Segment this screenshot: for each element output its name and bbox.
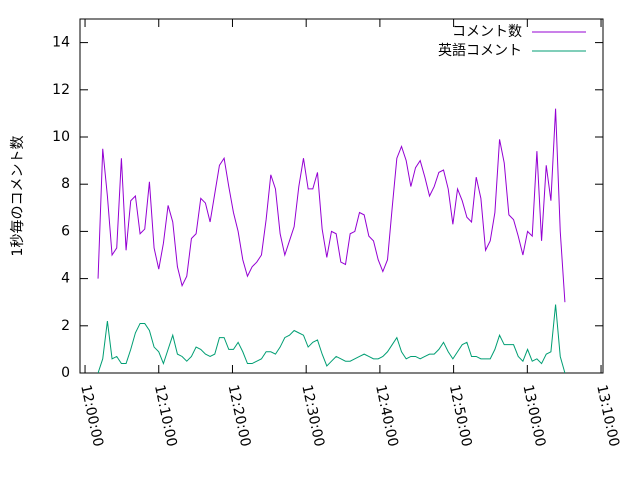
y-tick-label: 12 <box>52 82 70 98</box>
series-line <box>97 304 566 374</box>
y-tick-label: 10 <box>52 129 70 145</box>
x-tick-label: 12:50:00 <box>446 383 475 448</box>
plot-border <box>79 18 604 374</box>
x-tick-label: 12:30:00 <box>298 383 327 448</box>
series-line <box>97 108 566 303</box>
x-tick-label: 12:20:00 <box>225 383 254 448</box>
y-axis-label: 1秒毎のコメント数 <box>10 136 26 257</box>
x-tick-label: 12:40:00 <box>372 383 401 448</box>
legend-label: コメント数 <box>452 24 522 40</box>
legend-label: 英語コメント <box>438 42 522 59</box>
y-tick-label: 4 <box>61 271 70 287</box>
y-tick-label: 8 <box>61 176 70 192</box>
y-tick-label: 6 <box>61 223 70 239</box>
y-tick-label: 2 <box>61 318 70 334</box>
x-tick-label: 13:10:00 <box>593 383 622 448</box>
y-tick-label: 0 <box>61 365 70 381</box>
x-tick-label: 12:00:00 <box>77 383 106 448</box>
y-tick-label: 14 <box>52 35 70 51</box>
x-tick-label: 12:10:00 <box>151 383 180 448</box>
x-tick-label: 13:00:00 <box>519 383 548 448</box>
